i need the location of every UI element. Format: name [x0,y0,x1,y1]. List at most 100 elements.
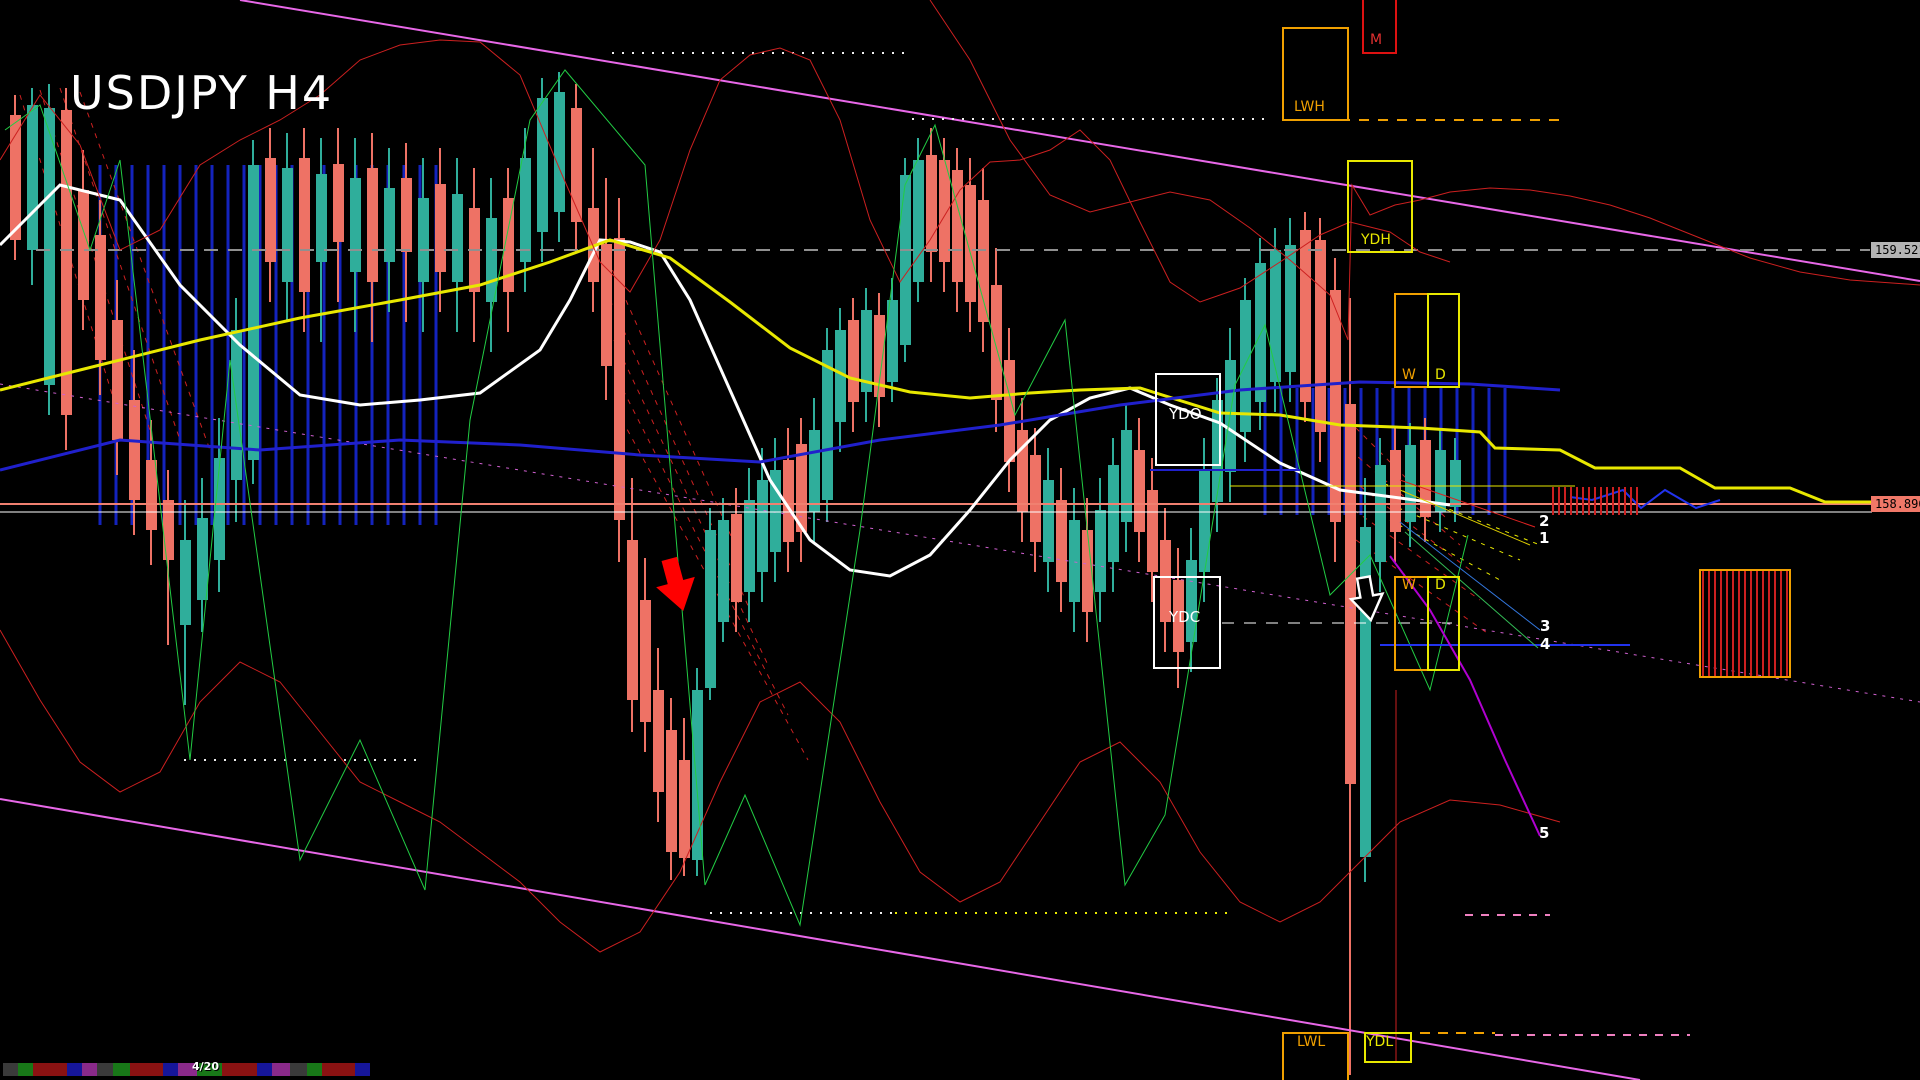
candle-body [965,185,976,302]
candle-body [1330,290,1341,522]
trendline-number-3: 3 [1540,617,1551,635]
palette-block-gray [97,1063,113,1076]
candle-body [822,350,833,500]
candle-body [180,540,191,625]
trendline-number-4: 4 [1540,635,1551,653]
candle-body [770,470,781,552]
candle-body [991,285,1002,400]
candle-body [601,244,612,366]
candle-body [1043,480,1054,562]
palette-block-green [113,1063,130,1076]
candle-body [299,158,310,292]
candle-body [627,540,638,700]
candle-body [757,480,768,572]
box-hatch-big [1699,569,1791,678]
candle-body [571,108,582,222]
candle-body [952,170,963,282]
candle-body [129,400,140,500]
label-day-box-bottom: D [1435,577,1446,593]
candle-body [197,518,208,600]
palette-block-purple [82,1063,97,1076]
candle-body [640,600,651,722]
sell-signal-arrow-hollow [1348,575,1385,623]
fan-red-left [59,87,181,441]
candle-body [718,520,729,622]
candle-body [95,235,106,360]
candle-body [1285,245,1296,372]
blue-zigzag-right [1569,488,1721,510]
trendline-5-purple [1389,555,1541,837]
candle-body [1240,300,1251,432]
trendline-2-red [1399,479,1536,528]
candle-body [1056,500,1067,582]
candle-body [61,110,72,415]
candle-body [1435,450,1446,512]
palette-block-red [222,1063,257,1076]
channel-mid-dotted [0,383,1920,703]
candle-body [1270,250,1281,382]
candle-body [1186,560,1197,642]
fan-red-crash2 [1355,539,1491,636]
candle-body [316,174,327,262]
ma-yellow [0,238,1920,504]
label-last-week-low: LWL [1297,1034,1326,1050]
candle-body [503,198,514,292]
palette-block-gray [3,1063,18,1076]
candle-body [679,760,690,858]
bar-countdown-counter: 4/20 [192,1060,219,1073]
candle-body [1212,400,1223,502]
candle-body [401,178,412,252]
ma-blue [0,380,1561,472]
trendline-1-yellow [1399,489,1531,546]
candle-body [1134,450,1145,532]
channel-top [239,0,1920,282]
label-week-box-top: W [1402,367,1416,383]
palette-block-green [18,1063,33,1076]
fan-red-crash1 [613,339,769,666]
candle-body [783,460,794,542]
candle-body [554,92,565,212]
envelope-red-upper [0,39,1451,303]
candle-body [1360,527,1371,857]
candle-body [282,168,293,282]
candle-body [10,115,21,240]
candle-body [731,514,742,602]
label-yesterday-low: YDL [1366,1034,1394,1050]
candle-body [1315,240,1326,432]
candle-body [913,160,924,282]
candle-body [1255,263,1266,402]
fan-red-left [79,91,211,451]
envelope-red-lower [0,629,1561,953]
box-m [1362,0,1397,54]
fan-red-crash2 [1349,449,1461,546]
candle-body [848,320,859,402]
box-ydo [1155,373,1221,466]
candle-body [835,330,846,422]
red-mid [929,0,1920,341]
box-d-bot [1427,576,1460,671]
candle-body [874,315,885,397]
fan-red-crash1 [607,259,736,546]
box-ydc [1153,576,1221,669]
candle-body [520,158,531,262]
trendline-3-blue [1399,521,1541,631]
box-ydh [1347,160,1413,253]
candle-body [1390,450,1401,532]
price-tag-current: 158.896 [1871,496,1920,512]
candle-body [452,194,463,282]
fan-red-crash1 [621,419,809,761]
palette-block-green [307,1063,322,1076]
palette-block-navy [163,1063,178,1076]
trendline-number-1: 1 [1539,529,1550,547]
label-last-week-high: LWH [1294,99,1325,115]
candle-body [537,98,548,232]
candle-body [27,105,38,250]
label-yesterday-close: YDC [1169,608,1201,626]
candle-body [861,310,872,392]
candle-body [978,200,989,322]
candle-body [1375,465,1386,562]
candle-body [1030,455,1041,542]
candle-body [78,190,89,300]
